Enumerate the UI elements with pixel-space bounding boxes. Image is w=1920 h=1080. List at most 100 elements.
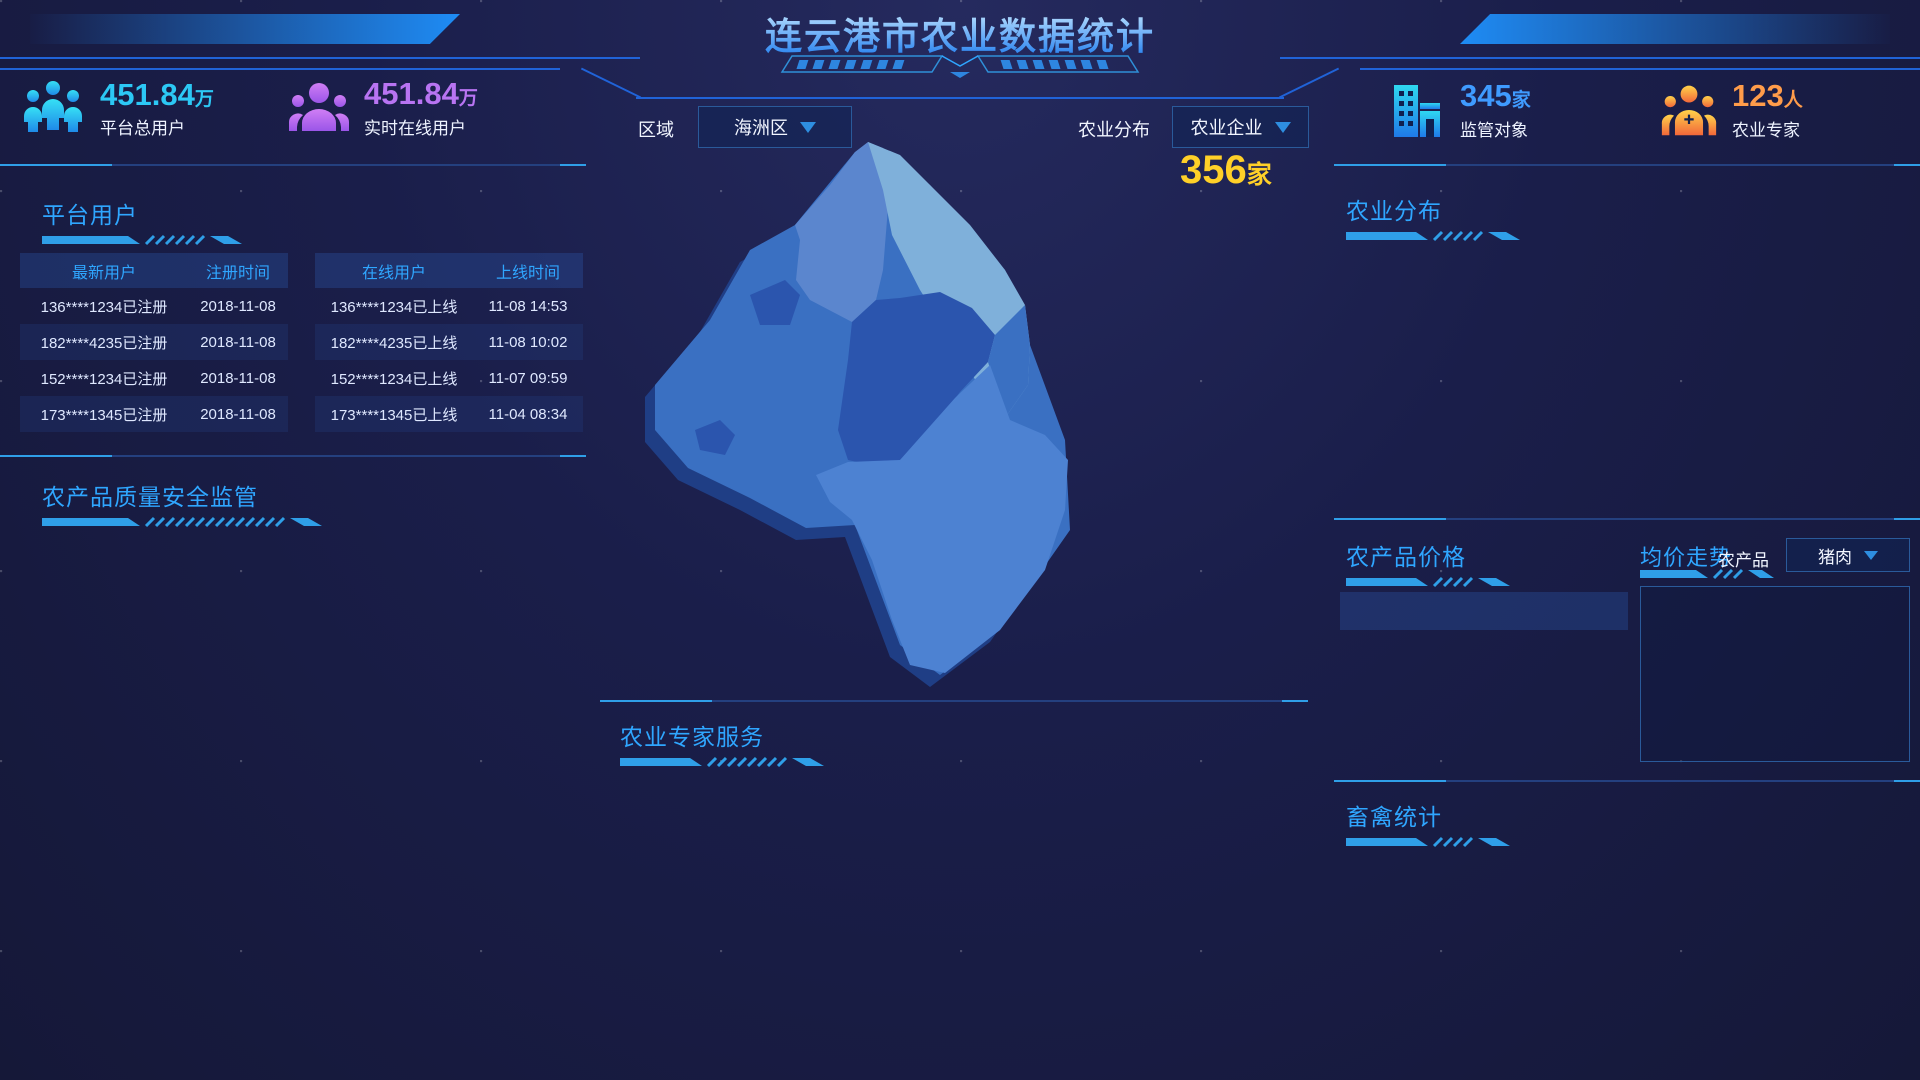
stat-value: 451.84 bbox=[364, 76, 459, 111]
section-underline bbox=[1346, 230, 1520, 242]
section-underline bbox=[1346, 576, 1510, 588]
table-row[interactable]: 136****1234已上线 11-08 14:53 bbox=[315, 288, 583, 324]
table-cell: 136****1234已上线 bbox=[330, 298, 458, 316]
divider bbox=[0, 455, 586, 457]
section-title: 农产品质量安全监管 bbox=[42, 484, 258, 510]
header-line bbox=[0, 68, 560, 70]
table-header: 在线用户 上线时间 bbox=[315, 253, 583, 288]
table-row[interactable]: 173****1345已上线 11-04 08:34 bbox=[315, 396, 583, 432]
stat-label: 平台总用户 bbox=[100, 119, 185, 139]
table-cell: 11-04 08:34 bbox=[488, 405, 568, 423]
header-line bbox=[0, 57, 640, 59]
section-quality: 农产品质量安全监管 bbox=[42, 478, 372, 528]
divider bbox=[1334, 518, 1920, 520]
section-trend-title: 均价走势 bbox=[1640, 545, 1733, 570]
header-deco-left bbox=[30, 14, 460, 44]
city-map[interactable] bbox=[600, 130, 1320, 695]
section-title: 农产品价格 bbox=[1346, 544, 1466, 570]
table-cell: 152****1234已注册 bbox=[40, 370, 168, 388]
column-header: 在线用户 bbox=[361, 264, 426, 282]
building-icon bbox=[1394, 85, 1440, 138]
section-expert-service: 农业专家服务 bbox=[620, 718, 880, 768]
table-cell: 2018-11-08 bbox=[200, 369, 276, 387]
table-cell: 173****1345已注册 bbox=[40, 406, 168, 424]
stat-unit: 人 bbox=[1783, 90, 1803, 111]
stat-unit: 万 bbox=[458, 88, 478, 109]
table-cell: 173****1345已上线 bbox=[330, 406, 458, 424]
trend-chart-frame bbox=[1640, 586, 1910, 762]
map-region[interactable] bbox=[750, 280, 800, 325]
column-header: 上线时间 bbox=[495, 264, 560, 282]
table-header: 最新用户 注册时间 bbox=[20, 253, 288, 288]
map-region-center[interactable] bbox=[838, 292, 995, 465]
table-cell: 11-08 14:53 bbox=[488, 297, 568, 315]
experts-icon bbox=[1661, 85, 1717, 136]
divider bbox=[600, 700, 1308, 702]
table-row[interactable]: 152****1234已上线 11-07 09:59 bbox=[315, 360, 583, 396]
header-line bbox=[1278, 67, 1340, 99]
title-deco bbox=[780, 55, 1140, 78]
stat-experts: 123人 农业专家 bbox=[1660, 78, 1803, 141]
distribution-label: 农业分布 bbox=[1078, 120, 1150, 140]
table-header bbox=[1340, 592, 1628, 630]
register-table: 最新用户 注册时间 136****1234已注册 2018-11-08 182****4… bbox=[20, 253, 288, 432]
map-count-value: 356 bbox=[1180, 148, 1247, 192]
online-users-icon bbox=[288, 83, 350, 132]
section-underline bbox=[42, 516, 322, 528]
table-cell: 11-08 10:02 bbox=[488, 333, 568, 351]
section-title: 农业分布 bbox=[1346, 198, 1442, 224]
chevron-down-icon bbox=[800, 121, 816, 133]
header-line bbox=[1280, 57, 1920, 59]
divider bbox=[0, 164, 586, 166]
divider bbox=[1334, 780, 1920, 782]
map-region-south[interactable] bbox=[816, 365, 1068, 673]
price-table bbox=[1340, 592, 1628, 630]
table-row[interactable]: 182****4235已上线 11-08 10:02 bbox=[315, 324, 583, 360]
table-row[interactable]: 152****1234已注册 2018-11-08 bbox=[20, 360, 288, 396]
table-cell: 2018-11-08 bbox=[200, 333, 276, 351]
stat-value: 345 bbox=[1460, 78, 1512, 113]
table-row[interactable]: 173****1345已注册 2018-11-08 bbox=[20, 396, 288, 432]
section-livestock: 畜禽统计 bbox=[1346, 798, 1586, 848]
table-cell: 2018-11-08 bbox=[200, 297, 276, 315]
section-underline bbox=[620, 756, 824, 768]
stat-supervised: 345家 监管对象 bbox=[1388, 78, 1531, 141]
table-cell: 136****1234已注册 bbox=[40, 298, 168, 316]
product-dropdown[interactable]: 猪肉 bbox=[1786, 538, 1910, 572]
map-count-badge: 356家 bbox=[1180, 148, 1272, 193]
map-count-unit: 家 bbox=[1246, 161, 1272, 189]
stat-online-users: 451.84万 实时在线用户 bbox=[288, 76, 478, 139]
header-line bbox=[1360, 68, 1920, 70]
region-label: 区域 bbox=[638, 120, 674, 140]
section-price: 农产品价格 bbox=[1346, 538, 1586, 588]
product-value: 猪肉 bbox=[1818, 547, 1852, 567]
section-underline bbox=[1640, 568, 1774, 580]
header-line bbox=[636, 97, 1284, 99]
table-row[interactable]: 136****1234已注册 2018-11-08 bbox=[20, 288, 288, 324]
section-underline bbox=[42, 234, 242, 246]
map-region-north[interactable] bbox=[795, 142, 890, 322]
stat-label: 实时在线用户 bbox=[364, 118, 466, 138]
distribution-dropdown[interactable]: 农业企业 bbox=[1172, 106, 1309, 148]
map-region[interactable] bbox=[695, 420, 735, 455]
stat-label: 农业专家 bbox=[1732, 120, 1800, 140]
stat-total-users: 451.84万 平台总用户 bbox=[20, 78, 214, 140]
stat-value: 451.84 bbox=[100, 76, 195, 112]
region-dropdown[interactable]: 海洲区 bbox=[698, 106, 852, 148]
stat-unit: 万 bbox=[194, 88, 214, 110]
online-table: 在线用户 上线时间 136****1234已上线 11-08 14:53 182****… bbox=[315, 253, 583, 432]
table-cell: 2018-11-08 bbox=[200, 405, 276, 423]
section-title: 农业专家服务 bbox=[620, 724, 764, 750]
livestock-chart bbox=[1430, 888, 1908, 1076]
table-row[interactable]: 182****4235已注册 2018-11-08 bbox=[20, 324, 288, 360]
product-label: 农产品 bbox=[1718, 551, 1769, 570]
chevron-down-icon bbox=[1274, 121, 1291, 133]
section-title: 畜禽统计 bbox=[1346, 804, 1442, 830]
section-distribution: 农业分布 bbox=[1346, 192, 1586, 242]
stat-unit: 家 bbox=[1511, 90, 1531, 111]
stat-value: 123 bbox=[1732, 78, 1784, 113]
region-value: 海洲区 bbox=[734, 118, 788, 138]
chevron-down-icon bbox=[1864, 550, 1878, 560]
header-deco-right bbox=[1460, 14, 1890, 44]
